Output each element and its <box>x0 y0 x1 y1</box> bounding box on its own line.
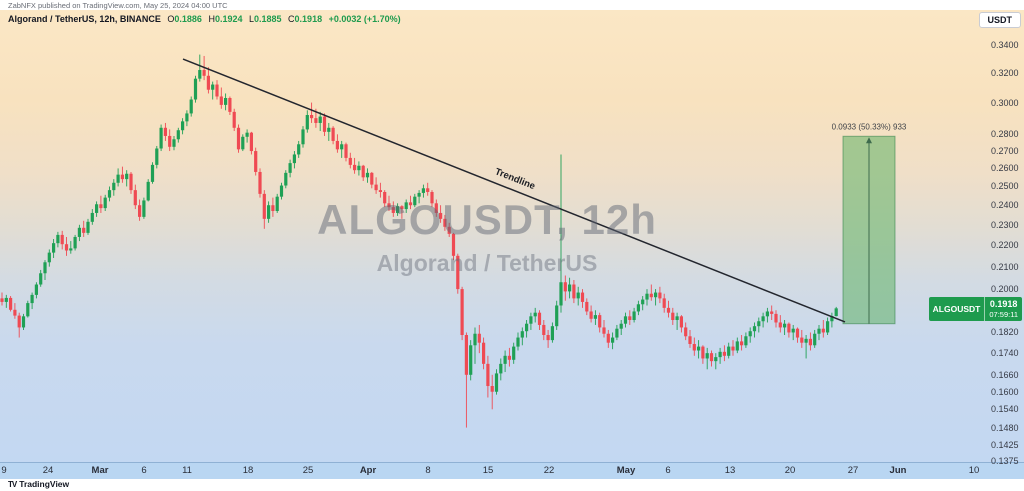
time-tick-label: 6 <box>141 465 147 476</box>
price-tick-label: 0.2600 <box>991 163 1019 174</box>
bar-countdown: 07:59:11 <box>989 310 1018 320</box>
tradingview-logo-text: TradingView <box>19 479 70 489</box>
projection-box-label: 0.0933 (50.33%) 933 <box>832 122 907 131</box>
time-tick-label: 10 <box>968 465 980 476</box>
close-value: 0.1918 <box>294 14 323 24</box>
last-price-label: ALGOUSDT 0.1918 07:59:11 <box>928 297 1022 322</box>
price-tick-label: 0.1375 <box>991 456 1019 467</box>
price-label-box: 0.1918 07:59:11 <box>985 297 1022 322</box>
time-tick-label: 13 <box>724 465 736 476</box>
price-tick-label: 0.3400 <box>991 40 1019 50</box>
projection-box[interactable]: 0.0933 (50.33%) 933 <box>832 122 907 325</box>
price-tick-label: 0.2000 <box>991 284 1019 295</box>
time-tick-label: 22 <box>543 465 555 476</box>
price-tick-label: 0.2200 <box>991 240 1019 251</box>
time-tick-label: Jun <box>889 465 907 476</box>
currency-toggle-button[interactable]: USDT <box>978 12 1021 28</box>
price-tick-label: 0.1740 <box>991 348 1019 359</box>
tradingview-logo-icon: TV <box>8 479 17 489</box>
price-tick-label: 0.2700 <box>991 146 1019 157</box>
time-tick-label: 18 <box>242 465 254 476</box>
attribution-text: ZabNFX published on TradingView.com, May… <box>8 1 228 10</box>
price-tick-label: 0.2300 <box>991 219 1019 230</box>
time-tick-label: Apr <box>359 465 377 476</box>
trendline-label: Trendline <box>493 166 536 192</box>
price-tick-label: 0.2400 <box>991 200 1019 211</box>
time-tick-label: 25 <box>302 465 314 476</box>
time-tick-label: Mar <box>91 465 109 476</box>
change-value: +0.0032 (+1.70%) <box>328 14 401 24</box>
price-axis[interactable]: 0.3400 0.3200 0.3000 0.2800 0.2700 0.2600 0.25… <box>984 10 1024 466</box>
price-tick-label: 0.3200 <box>991 67 1019 78</box>
price-tick-label: 0.2100 <box>991 261 1019 272</box>
price-label-value: 0.1918 <box>989 299 1018 310</box>
price-tick-label: 0.1540 <box>991 404 1019 415</box>
time-tick-label: 27 <box>847 465 859 476</box>
time-tick-label: 8 <box>425 465 431 476</box>
price-tick-label: 0.1600 <box>991 386 1019 397</box>
price-tick-label: 0.3000 <box>991 97 1019 108</box>
low-label: L <box>248 14 254 24</box>
symbol-title[interactable]: Algorand / TetherUS, 12h, BINANCE <box>8 14 161 24</box>
time-tick-label: 20 <box>784 465 796 476</box>
candles-layer <box>0 54 838 428</box>
attribution-bar: ZabNFX published on TradingView.com, May… <box>0 0 1024 10</box>
price-label-symbol: ALGOUSDT <box>928 297 986 322</box>
time-tick-label: 15 <box>482 465 494 476</box>
price-tick-label: 0.2800 <box>991 129 1019 140</box>
high-value: 0.1924 <box>214 14 243 24</box>
time-tick-label: 24 <box>42 465 54 476</box>
chart-canvas[interactable]: 0.0933 (50.33%) 933 Trendline <box>0 10 1024 462</box>
price-tick-label: 0.1820 <box>991 327 1019 338</box>
time-tick-label: May <box>616 465 636 476</box>
time-tick-label: 9 <box>1 465 7 476</box>
open-label: O <box>167 14 175 24</box>
close-label: C <box>288 14 295 24</box>
open-value: 0.1886 <box>174 14 202 24</box>
time-tick-label: 11 <box>182 465 192 476</box>
price-tick-label: 0.2500 <box>991 181 1019 192</box>
time-tick-label: 6 <box>665 465 671 476</box>
symbol-header: Algorand / TetherUS, 12h, BINANCE O0.188… <box>8 14 401 24</box>
chart-pane: Algorand / TetherUS, 12h, BINANCE O0.188… <box>0 10 1024 466</box>
price-tick-label: 0.1480 <box>991 422 1019 433</box>
time-axis[interactable]: 9 24 Mar 6 11 18 25 Apr 8 15 22 May 6 13 20 27 Jun 10 <box>0 462 1024 479</box>
high-label: H <box>208 14 215 24</box>
footer-bar: TV TradingView <box>0 478 1024 491</box>
low-value: 0.1885 <box>254 14 282 24</box>
price-tick-label: 0.1660 <box>991 369 1019 380</box>
tradingview-logo[interactable]: TV TradingView <box>8 479 69 489</box>
price-tick-label: 0.1425 <box>991 440 1019 451</box>
